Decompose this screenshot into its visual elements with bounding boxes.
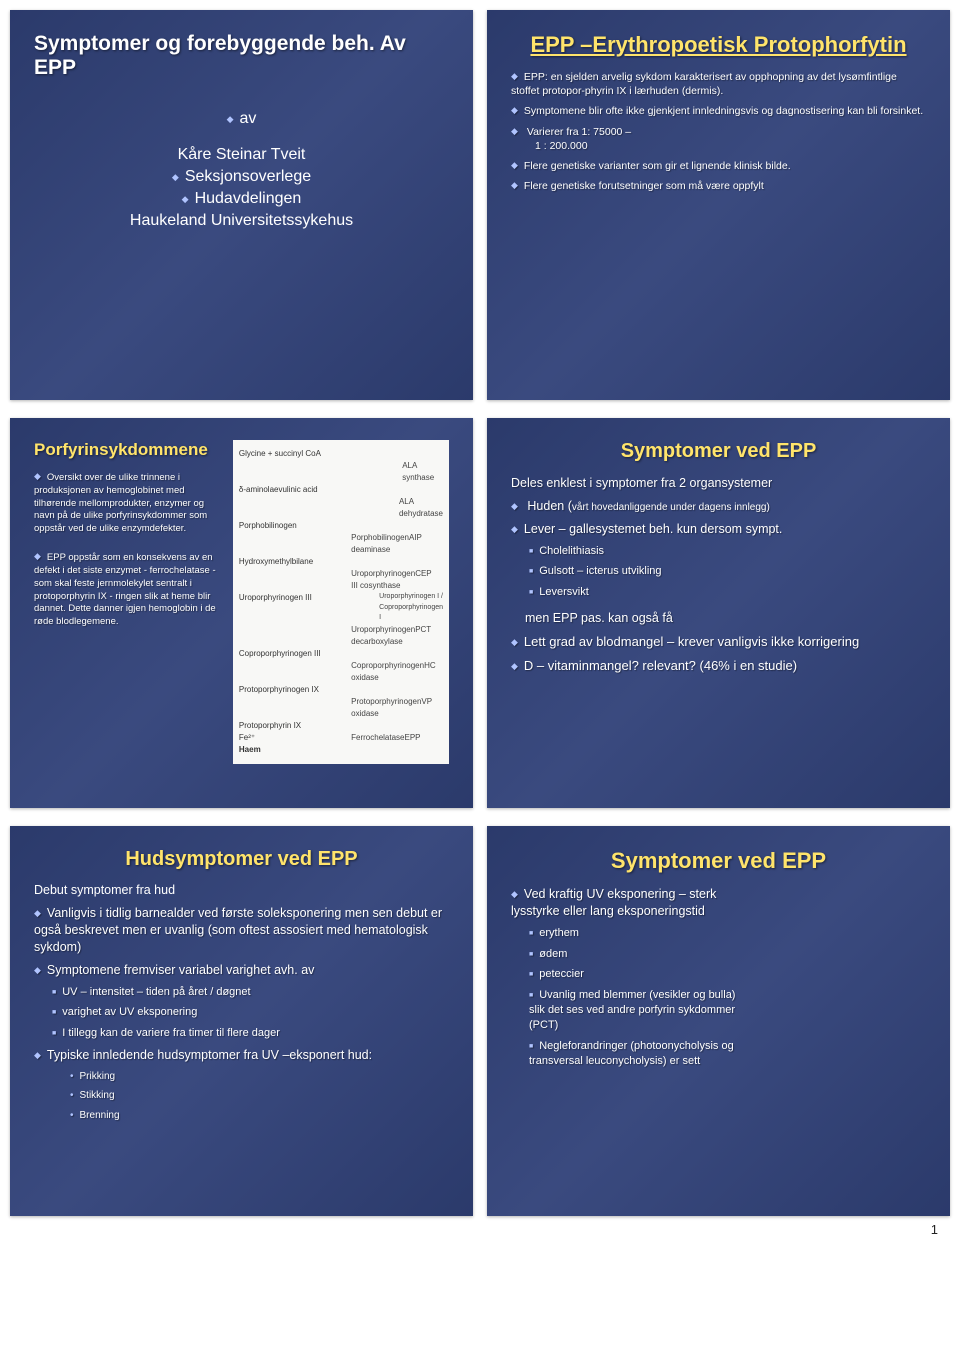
slide6-list: Ved kraftig UV eksponering – sterk lysst… <box>511 886 752 1069</box>
s5-b2: Symptomene fremviser variabel varighet a… <box>34 962 449 979</box>
step3-dis: CEP <box>415 568 466 592</box>
s5-sub2-0: UV – intensitet – tiden på året / døgnet <box>34 985 449 1000</box>
slide2-b5: Flere genetiske forutsetninger som må væ… <box>511 179 926 193</box>
slide-1: Symptomer og forebyggende beh. Av EPP av… <box>10 10 473 400</box>
s6-b1: Ved kraftig UV eksponering – sterk lysst… <box>511 886 752 920</box>
slide2-b3b: 1 : 200.000 <box>511 139 926 153</box>
step3-enz: Uroporphyrinogen III cosynthase <box>351 568 415 592</box>
step1-enz: ALA dehydratase <box>399 496 443 520</box>
slide6-title: Symptomer ved EPP <box>511 848 926 874</box>
step0-sub: Glycine + succinyl CoA <box>239 448 351 460</box>
s6-sub1-1: ødem <box>511 947 752 962</box>
fe-label: Fe²⁺ <box>239 732 351 744</box>
slide2-title: EPP –Erythropoetisk Protophorfytin <box>511 32 926 58</box>
slide-3: Porfyrinsykdommene Oversikt over de ulik… <box>10 418 473 808</box>
step3-sub: Hydroxymethylbilane <box>239 556 351 568</box>
step2-sub: Porphobilinogen <box>239 520 351 532</box>
slide-2: EPP –Erythropoetisk Protophorfytin EPP: … <box>487 10 950 400</box>
step2-enz: Porphobilinogen deaminase <box>351 532 409 556</box>
author-role: Seksjonsoverlege <box>34 168 449 186</box>
slide1-title: Symptomer og forebyggende beh. Av EPP <box>34 32 449 80</box>
slide1-sub: av <box>34 110 449 128</box>
s5-sub3-0: Prikking <box>34 1070 449 1084</box>
slide2-b2: Symptomene blir ofte ikke gjenkjent innl… <box>511 104 926 118</box>
s5-b3: Typiske innledende hudsymptomer fra UV –… <box>34 1047 449 1064</box>
slide3-title: Porfyrinsykdommene <box>34 440 225 460</box>
s5-sub2-1: varighet av UV eksponering <box>34 1005 449 1020</box>
s4-b2: Huden (vårt hovedanliggende under dagens… <box>511 498 926 515</box>
slide2-b1: EPP: en sjelden arvelig sykdom karakteri… <box>511 70 926 98</box>
step1-sub: δ-aminolaevulinic acid <box>239 484 351 496</box>
s4-b3: Lever – gallesystemet beh. kun dersom sy… <box>511 521 926 538</box>
s4-b1: Deles enklest i symptomer fra 2 organsys… <box>511 475 926 492</box>
author-name: Kåre Steinar Tveit <box>34 146 449 164</box>
s6-sub1-3: Uvanlig med blemmer (vesikler og bulla) … <box>511 988 752 1033</box>
s5-sub3-2: Brenning <box>34 1109 449 1123</box>
slide-4: Symptomer ved EPP Deles enklest i sympto… <box>487 418 950 808</box>
s6-sub1-0: erythem <box>511 926 752 941</box>
step4-extra: Uroporphyrinogen I / Coproporphyrinogen … <box>379 592 443 624</box>
step5-enz: Coproporphyrinogen oxidase <box>351 660 424 684</box>
author-hospital: Haukeland Universitetssykehus <box>34 212 449 230</box>
step2-dis: AIP <box>409 532 460 556</box>
step6-dis: VP <box>421 696 472 720</box>
slide2-b3a: Varierer fra 1: 75000 – <box>527 126 631 138</box>
step4-dis: PCT <box>415 624 466 648</box>
heme-pathway-diagram: Glycine + succinyl CoA ALA synthase δ-am… <box>233 440 449 764</box>
slide4-list: Deles enklest i symptomer fra 2 organsys… <box>511 475 926 674</box>
step4-enz: Uroporphyrinogen decarboxylase <box>351 624 415 648</box>
s4-b4: Lett grad av blodmangel – krever vanligv… <box>511 633 926 651</box>
s4-b2a: Huden ( <box>527 499 571 513</box>
slide1-body: av Kåre Steinar Tveit Seksjonsoverlege H… <box>34 110 449 230</box>
s4-sub3-2: Leversvikt <box>511 585 926 600</box>
step7-sub: Protoporphyrin IX <box>239 720 351 732</box>
slide-5: Hudsymptomer ved EPP Debut symptomer fra… <box>10 826 473 1216</box>
s4-sub3-1: Gulsott – icterus utvikling <box>511 564 926 579</box>
page-number: 1 <box>10 1216 950 1237</box>
s6-sub1-2: peteccier <box>511 967 752 982</box>
step7-enz: Ferrochelatase <box>351 732 404 744</box>
s5-lead: Debut symptomer fra hud <box>34 883 449 897</box>
slide2-b4: Flere genetiske varianter som gir et lig… <box>511 159 926 173</box>
slide-6: Symptomer ved EPP Ved kraftig UV ekspone… <box>487 826 950 1216</box>
s5-sub3-1: Stikking <box>34 1089 449 1103</box>
author-dept: Hudavdelingen <box>34 190 449 208</box>
step0-enz: ALA synthase <box>402 460 443 484</box>
slide3-p2: EPP oppstår som en konsekvens av en defe… <box>34 550 225 629</box>
s4-sub3-0: Cholelithiasis <box>511 544 926 559</box>
slide4-title: Symptomer ved EPP <box>511 440 926 463</box>
slide5-title: Hudsymptomer ved EPP <box>34 848 449 871</box>
slide3-left: Porfyrinsykdommene Oversikt over de ulik… <box>34 440 225 764</box>
step8-sub: Haem <box>239 744 351 756</box>
step5-dis: HC <box>424 660 475 684</box>
s4-b5: D – vitaminmangel? relevant? (46% i en s… <box>511 657 926 675</box>
s6-sub1-4: Negleforandringer (photoonycholysis og t… <box>511 1039 752 1069</box>
step5-sub: Coproporphyrinogen III <box>239 648 351 660</box>
s4-b2b: vårt hovedanliggende under dagens innleg… <box>572 502 770 513</box>
step4-sub: Uroporphyrinogen III <box>239 592 351 624</box>
s4-mid: men EPP pas. kan også få <box>511 610 926 627</box>
slide3-p1: Oversikt over de ulike trinnene i produk… <box>34 470 225 536</box>
s5-b1: Vanligvis i tidlig barnealder ved første… <box>34 905 449 956</box>
slide2-b3: Varierer fra 1: 75000 – 1 : 200.000 <box>511 125 926 153</box>
step6-enz: Protoporphyrinogen oxidase <box>351 696 421 720</box>
step6-sub: Protoporphyrinogen IX <box>239 684 351 696</box>
slide2-list: EPP: en sjelden arvelig sykdom karakteri… <box>511 70 926 193</box>
s5-sub2-2: I tillegg kan de variere fra timer til f… <box>34 1026 449 1041</box>
step7-dis: EPP <box>405 732 456 744</box>
slide5-list: Vanligvis i tidlig barnealder ved første… <box>34 905 449 1122</box>
